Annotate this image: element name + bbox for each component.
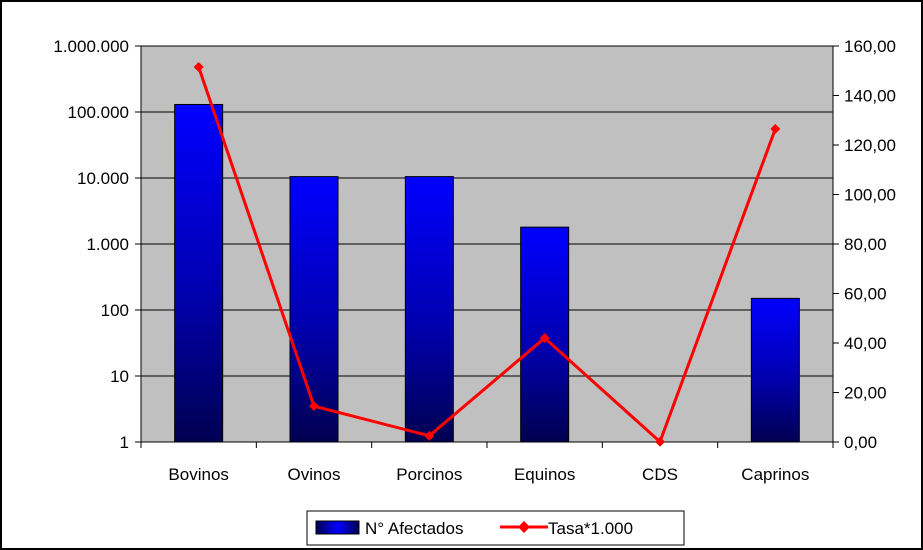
y-left-tick-label: 10.000 bbox=[77, 169, 129, 188]
category-labels: Bovinos Ovinos Porcinos Equinos CDS Caprinos bbox=[168, 465, 809, 484]
y-right-tick-label: 140,00 bbox=[844, 87, 896, 106]
y-left-tick-label: 100.000 bbox=[68, 103, 129, 122]
y-right-tick-label: 100,00 bbox=[844, 186, 896, 205]
tasa-point-caprinos bbox=[770, 123, 781, 134]
line-series-group bbox=[193, 62, 781, 447]
category-label: Ovinos bbox=[288, 465, 341, 484]
right-axis-labels: 0,00 20,00 40,00 60,00 80,00 100,00 120,00 140,… bbox=[844, 37, 896, 452]
legend: N° Afectados Tasa*1.000 bbox=[306, 510, 685, 546]
axes-group bbox=[135, 45, 839, 448]
y-left-tick-label: 1.000.000 bbox=[53, 37, 129, 56]
legend-marker-icon bbox=[518, 521, 530, 533]
bar-bovinos bbox=[174, 103, 224, 443]
category-label: Bovinos bbox=[168, 465, 228, 484]
y-right-tick-label: 120,00 bbox=[844, 136, 896, 155]
tasa-line bbox=[197, 66, 777, 444]
y-left-tick-label: 1 bbox=[120, 433, 129, 452]
bar-caprinos bbox=[750, 297, 800, 443]
y-right-tick-label: 40,00 bbox=[844, 334, 887, 353]
left-axis-labels: 1 10 100 1.000 10.000 100.000 1.000.000 bbox=[53, 37, 129, 452]
y-right-tick-label: 0,00 bbox=[844, 433, 877, 452]
bar-porcinos bbox=[404, 176, 454, 443]
y-left-tick-label: 10 bbox=[110, 367, 129, 386]
legend-label-afectados: N° Afectados bbox=[365, 519, 463, 538]
y-right-tick-label: 20,00 bbox=[844, 384, 887, 403]
y-right-tick-label: 160,00 bbox=[844, 37, 896, 56]
category-label: CDS bbox=[642, 465, 678, 484]
tasa-point-porcinos bbox=[424, 430, 435, 441]
tasa-point-ovinos bbox=[309, 401, 319, 412]
category-label: Porcinos bbox=[396, 465, 462, 484]
y-right-tick-label: 80,00 bbox=[844, 235, 887, 254]
tasa-point-cds bbox=[655, 436, 665, 447]
gridlines bbox=[141, 45, 833, 443]
y-left-tick-label: 1.000 bbox=[86, 235, 129, 254]
y-left-tick-label: 100 bbox=[101, 301, 129, 320]
y-right-tick-label: 60,00 bbox=[844, 285, 887, 304]
legend-box bbox=[306, 510, 685, 546]
legend-label-tasa: Tasa*1.000 bbox=[548, 519, 633, 538]
category-label: Equinos bbox=[514, 465, 575, 484]
legend-bar-swatch bbox=[315, 520, 360, 535]
category-label: Caprinos bbox=[741, 465, 809, 484]
tasa-point-equinos bbox=[539, 333, 550, 344]
tasa-point-bovinos bbox=[193, 62, 204, 73]
